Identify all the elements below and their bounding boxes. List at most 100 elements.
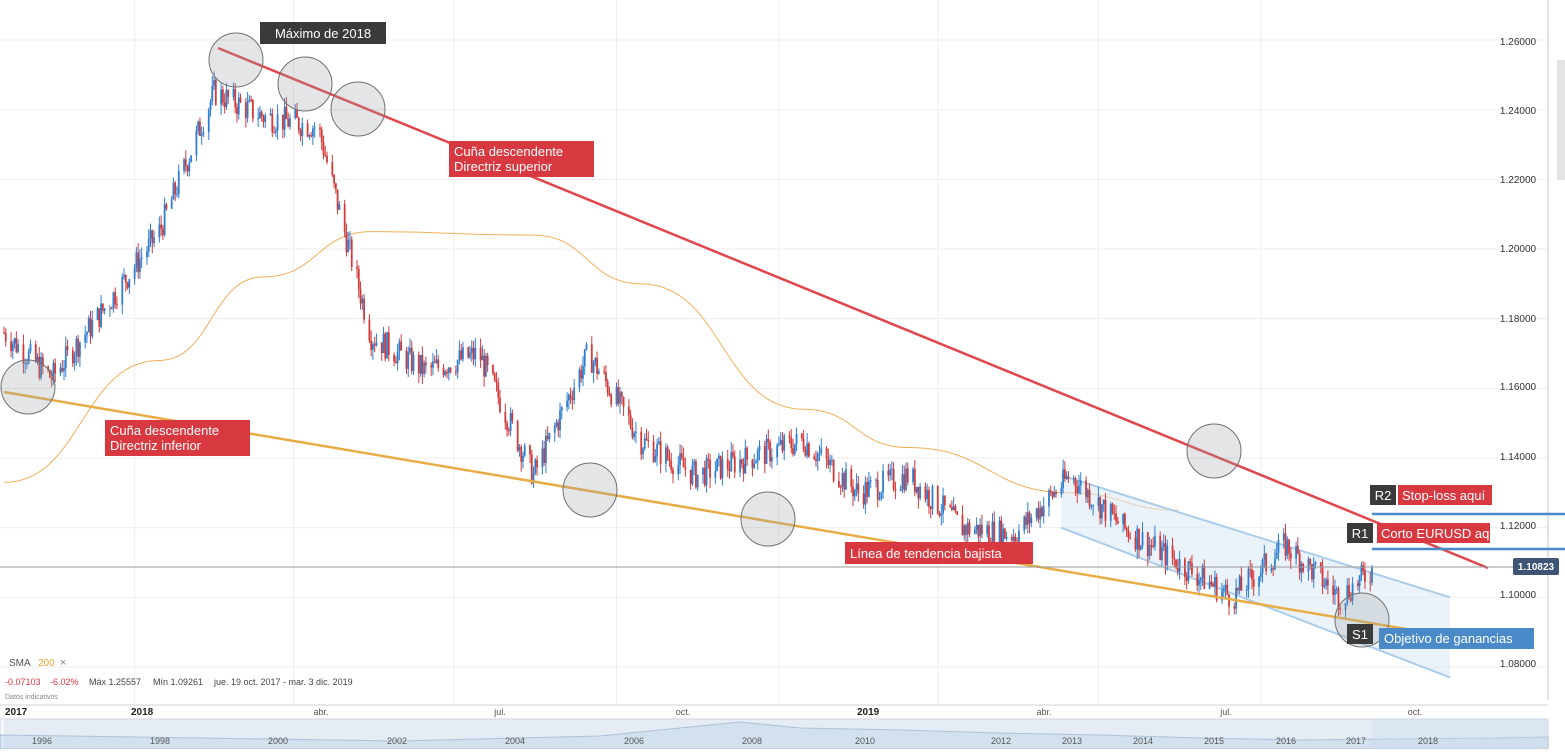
y-axis-scrollbar[interactable] (1557, 60, 1565, 180)
candle-body (619, 392, 621, 404)
candle-body (357, 269, 360, 290)
label-max-2018: Máximo de 2018 (260, 22, 386, 44)
candle-body (350, 239, 353, 268)
candle-body (1245, 589, 1248, 591)
x-year-label: 2018 (131, 707, 154, 718)
candle-body (966, 522, 969, 535)
candle-body (271, 113, 274, 133)
candle-body (954, 506, 957, 512)
candle-body (940, 513, 943, 516)
candle-body (1146, 532, 1149, 557)
candle-body (1259, 573, 1262, 578)
candle-body (532, 473, 535, 484)
candle-body (1000, 520, 1003, 547)
candle-body (680, 453, 683, 458)
candle-body (1078, 485, 1080, 494)
candle-body (1074, 478, 1077, 487)
x-tick-label: oct. (1408, 707, 1423, 717)
candle-body (1079, 480, 1082, 486)
candle-body (349, 239, 351, 241)
candle-body (469, 352, 471, 358)
candle-body (147, 238, 150, 252)
candle-body (779, 440, 782, 444)
candle-body (654, 456, 657, 462)
candle-body (123, 274, 125, 277)
candle-body (665, 447, 667, 465)
candle-body (435, 359, 438, 363)
candle-body (1060, 487, 1063, 495)
candle-body (326, 156, 328, 163)
candle-body (1326, 579, 1329, 586)
candle-body (1258, 577, 1260, 587)
candle-body (522, 455, 524, 462)
candle-body (308, 135, 311, 137)
candle-body (689, 469, 692, 484)
navigator-range[interactable] (1372, 719, 1548, 749)
candle-body (1210, 581, 1213, 584)
candle-body (1139, 545, 1142, 550)
candle-body (412, 354, 415, 371)
candle-body (1122, 513, 1125, 524)
candle-body (991, 521, 994, 545)
candle-body (913, 468, 916, 492)
candle-body (370, 340, 373, 350)
candle-body (746, 447, 749, 460)
label-lower-wedge-line1: Cuña descendente (110, 423, 219, 438)
candle-body (767, 438, 770, 442)
candle-body (1275, 552, 1278, 559)
candle-body (1063, 469, 1066, 479)
candle-body (1025, 516, 1027, 525)
candle-body (1042, 506, 1045, 517)
candle-body (495, 380, 498, 384)
candle-body (880, 492, 883, 499)
candle-body (845, 468, 847, 490)
candle-body (530, 454, 533, 484)
candle-body (449, 367, 452, 372)
candle-body (507, 430, 510, 432)
candle-body (394, 361, 397, 364)
candle-body (172, 182, 175, 200)
candle-body (1351, 583, 1354, 602)
candle-body (359, 289, 362, 304)
candle-body (470, 347, 473, 353)
candle-body (702, 467, 704, 475)
candle-body (1201, 565, 1204, 578)
candle-body (1208, 581, 1211, 589)
candle-body (481, 355, 484, 361)
label-bearish-trendline-text: Línea de tendencia bajista (850, 546, 1003, 561)
candle-body (943, 495, 946, 506)
candle-body (112, 292, 115, 309)
candle-body (566, 400, 568, 408)
candle-body (483, 355, 486, 377)
candle-body (776, 445, 779, 458)
candle-body (518, 446, 521, 451)
candle-body (1134, 537, 1137, 550)
candle-body (322, 141, 325, 155)
candle-body (10, 341, 12, 352)
candle-body (806, 443, 809, 456)
grid-layer (0, 0, 1548, 705)
candles (3, 71, 1373, 619)
candle-body (635, 431, 637, 434)
candle-body (419, 355, 422, 374)
candle-body (34, 344, 37, 362)
candle-body (98, 308, 101, 327)
candle-body (578, 369, 581, 388)
y-tick-label: 1.20000 (1500, 244, 1537, 255)
candle-body (160, 224, 162, 229)
candle-body (672, 469, 674, 475)
navigator[interactable]: 1996 1998 2000 2002 2004 2006 2008 2010 … (0, 718, 1549, 750)
candle-body (116, 304, 118, 306)
navigator-window[interactable] (4, 719, 1372, 749)
candle-body (48, 370, 51, 378)
navigator-years: 1996 1998 2000 2002 2004 2006 2008 2010 … (32, 736, 1438, 746)
candle-body (1018, 530, 1020, 544)
candle-body (979, 524, 982, 537)
candle-body (158, 224, 161, 238)
sma-remove-icon[interactable]: × (60, 657, 66, 669)
candle-body (571, 398, 574, 401)
candle-body (839, 486, 842, 488)
candle-body (825, 448, 828, 459)
